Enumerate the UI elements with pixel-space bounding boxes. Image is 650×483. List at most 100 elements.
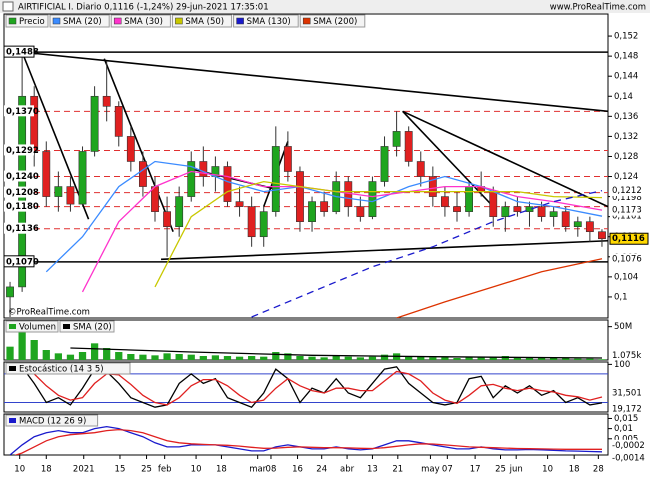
legend-swatch	[175, 17, 183, 25]
volume-bar	[284, 353, 292, 360]
y-tick-label: 0,144	[614, 72, 638, 82]
x-tick-label: abr	[340, 465, 355, 475]
level-label-bg	[3, 255, 35, 268]
candle-body	[561, 211, 570, 227]
candle-body	[392, 131, 401, 147]
level-label: 0,1240	[6, 172, 39, 182]
volume-bar	[429, 357, 437, 360]
y-tick-label: 0,148	[614, 52, 638, 62]
legend-box	[299, 14, 366, 28]
legend-box	[59, 320, 115, 333]
volume-bar	[465, 356, 473, 360]
candle-body	[453, 206, 461, 212]
y-tick-label: 100	[614, 360, 630, 370]
volume-bar	[30, 340, 38, 360]
level-label: 0,1180	[6, 202, 39, 212]
legend-label: SMA (200)	[313, 17, 357, 27]
value-label: -0,0014	[612, 453, 645, 463]
candle-body	[368, 181, 377, 217]
level-label: 0,1136	[6, 224, 39, 234]
x-tick-label: 18	[216, 465, 227, 475]
y-tick-label: 50M	[614, 322, 632, 332]
y-tick-label: 0,14	[614, 92, 633, 102]
x-tick-label: 18	[569, 465, 580, 475]
header-icon	[2, 1, 14, 12]
close-label: 0,1116	[612, 234, 645, 244]
value-label-bg	[610, 210, 648, 222]
volume-bar	[272, 352, 280, 360]
trendline	[21, 51, 90, 220]
candle-body	[465, 186, 474, 212]
series-line	[45, 160, 603, 273]
x-tick-label: 28	[593, 465, 604, 475]
level-label-bg	[4, 170, 34, 182]
candle-body	[525, 206, 534, 212]
volume-bar	[18, 330, 26, 360]
y-tick-label: 0,005	[614, 434, 638, 444]
series-line	[251, 189, 603, 318]
volume-bar	[477, 357, 485, 360]
chart-title: AIRTIFICIAL I. Diario 0,1116 (-1,24%) 29…	[18, 3, 269, 13]
legend-label: MACD (12 26 9)	[19, 417, 86, 427]
volume-bar	[562, 358, 570, 360]
candle-body	[235, 201, 244, 207]
volume-bar	[90, 343, 99, 360]
x-tick-label: 07	[442, 465, 453, 475]
y-tick-label: 0,132	[614, 132, 638, 142]
value-label-bg	[610, 452, 648, 464]
legend-label: SMA (30)	[124, 17, 163, 27]
volume-bar	[380, 354, 389, 360]
series-line	[396, 258, 603, 318]
volume-bar	[586, 358, 594, 360]
volume-bar	[513, 358, 522, 360]
candle-body	[489, 191, 498, 217]
y-tick-label: 0,104	[614, 272, 638, 282]
legend-swatch	[9, 324, 16, 329]
candle-body	[380, 146, 389, 182]
volume-bar	[598, 359, 606, 360]
panel	[6, 330, 606, 360]
legend-label: SMA (20)	[73, 323, 112, 333]
legend-box	[5, 414, 99, 427]
legend-box	[5, 362, 131, 375]
level-label: 0,1208	[6, 188, 39, 198]
value-label: 31,501	[612, 388, 642, 398]
y-tick-label: 0,136	[614, 112, 638, 122]
y-tick-label: 0,01	[614, 424, 633, 434]
legend-box	[233, 14, 299, 28]
candle-body	[138, 161, 147, 187]
y-tick-label: 0,1	[614, 292, 628, 302]
volume-bar	[248, 356, 256, 360]
watermark: ©ProRealTime.com	[8, 308, 90, 318]
header-bar	[0, 0, 650, 13]
trendline	[22, 51, 608, 113]
series-line	[13, 428, 602, 455]
volume-bar	[405, 356, 413, 360]
level-label-bg	[3, 45, 35, 58]
volume-bar	[66, 354, 75, 360]
trendline	[402, 110, 608, 208]
candle-body	[187, 161, 196, 197]
value-label-bg	[610, 253, 648, 265]
candle-body	[223, 166, 232, 202]
volume-bar	[344, 356, 352, 360]
candle-body	[598, 231, 606, 240]
candle-body	[428, 176, 437, 197]
x-tick-label: 2021	[73, 465, 95, 475]
candle-body	[356, 206, 365, 217]
x-tick-label: 17	[470, 465, 481, 475]
volume-bar	[501, 356, 509, 360]
volume-bar	[199, 356, 207, 360]
candle-body	[259, 211, 268, 238]
x-tick-label: 18	[41, 465, 52, 475]
legend-box	[171, 14, 233, 28]
candle-body	[296, 171, 304, 222]
trendline	[103, 58, 174, 233]
x-tick-label: feb	[158, 465, 172, 475]
legend-box	[110, 14, 171, 28]
x-tick-label: 16	[292, 465, 303, 475]
volume-bar	[368, 356, 377, 360]
panel	[9, 425, 603, 455]
legend-swatch	[9, 366, 16, 371]
volume-bar	[211, 355, 220, 360]
